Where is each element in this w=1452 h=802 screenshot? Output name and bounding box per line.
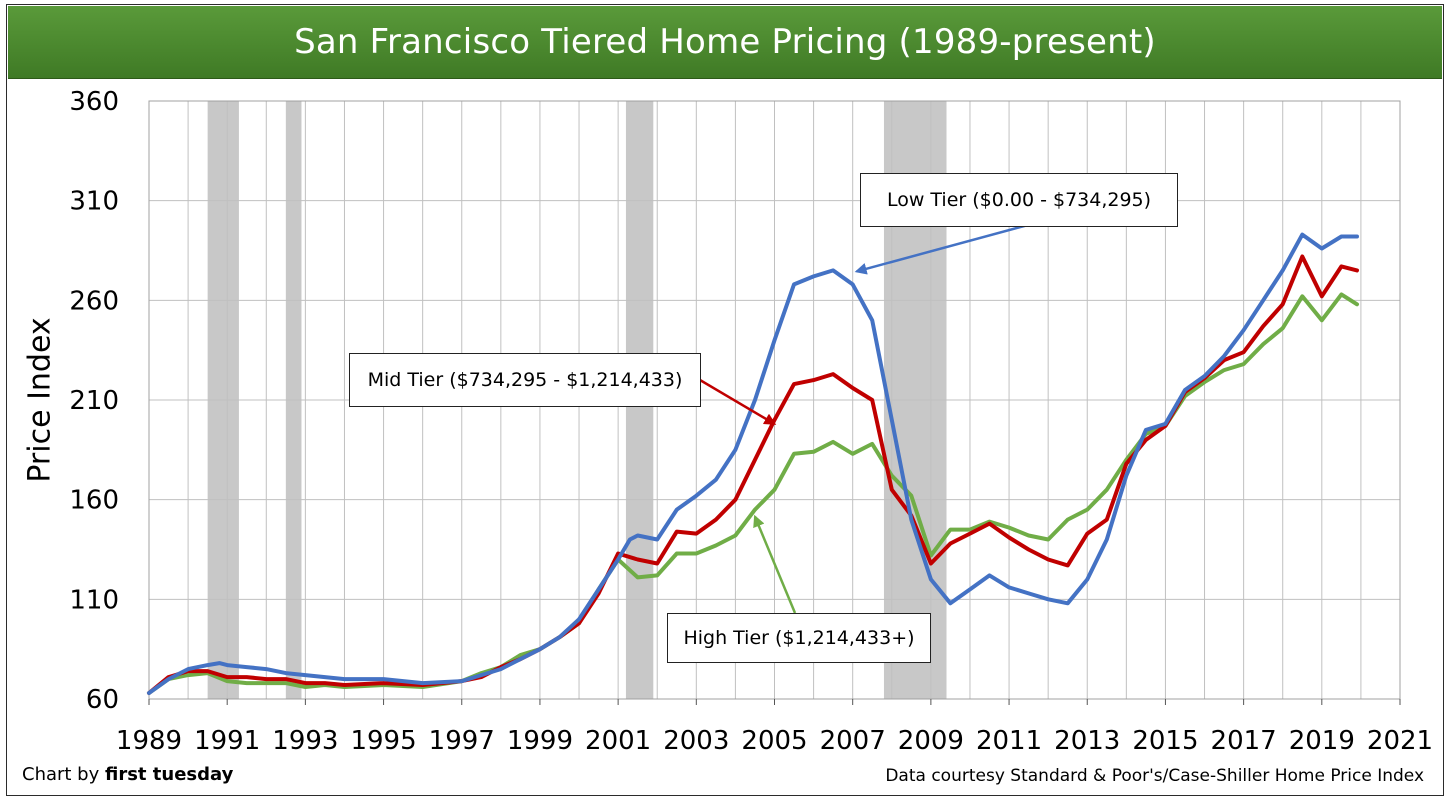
low-tier-arrow: [854, 223, 1029, 275]
y-tick-label: 360: [69, 87, 119, 117]
high-tier-callout: High Tier ($1,214,433+): [667, 613, 931, 663]
x-tick-label: 2011: [976, 726, 1042, 756]
chart-title: San Francisco Tiered Home Pricing (1989-…: [294, 22, 1156, 62]
chart-source: Data courtesy Standard & Poor's/Case-Shi…: [885, 766, 1424, 786]
credit-prefix: Chart by: [22, 764, 105, 785]
x-tick-label: 1999: [507, 726, 573, 756]
x-tick-label: 2007: [820, 726, 886, 756]
chart-credit: Chart by first tuesday: [22, 764, 233, 785]
high-tier-arrow: [753, 514, 797, 614]
x-tick-label: 1993: [272, 726, 338, 756]
x-tick-label: 2017: [1211, 726, 1277, 756]
y-tick-label: 110: [69, 585, 119, 615]
x-tick-label: 1991: [194, 726, 260, 756]
y-tick-label: 260: [69, 286, 119, 316]
x-tick-label: 2021: [1367, 726, 1433, 756]
x-tick-label: 2005: [741, 726, 807, 756]
y-tick-label: 160: [69, 486, 119, 516]
x-tick-label: 2009: [898, 726, 964, 756]
x-tick-label: 1997: [429, 726, 495, 756]
x-tick-label: 1989: [116, 726, 182, 756]
y-tick-label: 60: [86, 685, 119, 715]
x-tick-label: 2001: [585, 726, 651, 756]
x-tick-label: 2019: [1289, 726, 1355, 756]
x-tick-label: 2013: [1054, 726, 1120, 756]
x-tick-label: 2015: [1132, 726, 1198, 756]
y-tick-label: 310: [69, 187, 119, 217]
mid-tier-arrow: [699, 378, 777, 425]
credit-brand: first tuesday: [105, 764, 234, 785]
low-tier-callout: Low Tier ($0.00 - $734,295): [860, 173, 1178, 227]
x-tick-label: 1995: [350, 726, 416, 756]
y-tick-label: 210: [69, 386, 119, 416]
mid-tier-callout: Mid Tier ($734,295 - $1,214,433): [349, 353, 701, 407]
series-line-low: [147, 232, 1359, 695]
chart-title-bar: San Francisco Tiered Home Pricing (1989-…: [8, 6, 1442, 79]
x-tick-label: 2003: [663, 726, 729, 756]
